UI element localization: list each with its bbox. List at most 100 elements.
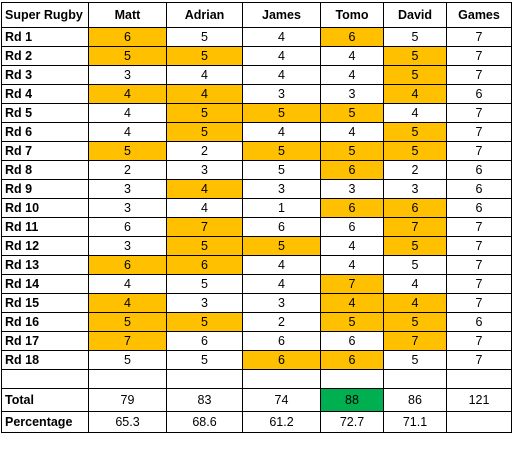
round-label: Rd 1 [1,27,89,47]
score-cell: 3 [88,236,167,256]
games-cell: 6 [446,312,512,332]
score-cell: 5 [166,27,243,47]
percentage-games-cell [446,411,512,433]
score-cell: 4 [320,122,384,142]
score-cell: 4 [166,84,243,104]
score-cell: 5 [320,312,384,332]
round-label: Rd 18 [1,350,89,370]
player-header: Matt [88,2,167,28]
score-cell: 5 [383,46,447,66]
score-cell: 4 [88,84,167,104]
score-cell: 3 [88,179,167,199]
score-cell: 5 [166,312,243,332]
score-cell: 5 [88,141,167,161]
empty-cell [446,369,512,389]
round-row: Rd 14 4 5 4 7 4 7 [1,274,512,294]
score-cell: 6 [242,331,321,351]
round-label: Rd 17 [1,331,89,351]
score-cell: 4 [88,122,167,142]
score-cell: 5 [88,46,167,66]
round-label: Rd 2 [1,46,89,66]
total-cell: 74 [242,388,321,412]
round-label: Rd 8 [1,160,89,180]
player-header: James [242,2,321,28]
score-cell: 6 [88,255,167,275]
score-cell: 3 [88,65,167,85]
total-cell: 79 [88,388,167,412]
round-label: Rd 3 [1,65,89,85]
score-cell: 4 [383,274,447,294]
empty-cell [320,369,384,389]
percentage-cell: 72.7 [320,411,384,433]
games-cell: 6 [446,179,512,199]
score-cell: 5 [166,350,243,370]
round-row: Rd 16 5 5 2 5 5 6 [1,312,512,332]
round-row: Rd 18 5 5 6 6 5 7 [1,350,512,370]
score-cell: 4 [166,65,243,85]
round-label: Rd 9 [1,179,89,199]
games-cell: 7 [446,331,512,351]
empty-cell [242,369,321,389]
score-cell: 3 [88,198,167,218]
score-cell: 5 [166,122,243,142]
games-cell: 7 [446,27,512,47]
score-cell: 5 [166,236,243,256]
score-cell: 4 [242,274,321,294]
total-cell: 86 [383,388,447,412]
empty-cell [166,369,243,389]
round-row: Rd 12 3 5 5 4 5 7 [1,236,512,256]
score-cell: 5 [166,274,243,294]
score-cell: 7 [166,217,243,237]
score-cell: 5 [383,312,447,332]
round-label: Rd 11 [1,217,89,237]
games-cell: 7 [446,65,512,85]
spacer-row [1,369,512,389]
score-cell: 7 [320,274,384,294]
score-cell: 4 [383,103,447,123]
score-cell: 4 [166,198,243,218]
corner-label: Super Rugby [1,2,89,28]
score-cell: 4 [88,293,167,313]
score-cell: 4 [383,293,447,313]
score-cell: 5 [88,350,167,370]
round-label: Rd 13 [1,255,89,275]
score-cell: 2 [166,141,243,161]
round-label: Rd 14 [1,274,89,294]
score-cell: 5 [383,141,447,161]
score-cell: 5 [242,141,321,161]
score-cell: 6 [320,198,384,218]
total-cell: 83 [166,388,243,412]
score-cell: 4 [320,236,384,256]
score-cell: 4 [88,274,167,294]
score-cell: 4 [242,27,321,47]
games-cell: 7 [446,350,512,370]
score-cell: 4 [383,84,447,104]
games-cell: 6 [446,84,512,104]
total-label: Total [1,388,89,412]
score-cell: 5 [383,65,447,85]
round-label: Rd 12 [1,236,89,256]
score-cell: 5 [383,350,447,370]
score-cell: 5 [242,103,321,123]
games-cell: 7 [446,274,512,294]
score-cell: 7 [383,331,447,351]
total-row: Total 79 83 74 88 86 121 [1,388,512,412]
score-cell: 4 [242,46,321,66]
round-label: Rd 7 [1,141,89,161]
round-label: Rd 6 [1,122,89,142]
games-header: Games [446,2,512,28]
score-cell: 6 [320,331,384,351]
score-cell: 3 [320,84,384,104]
score-cell: 5 [166,46,243,66]
score-cell: 5 [88,312,167,332]
total-games-cell: 121 [446,388,512,412]
score-cell: 4 [242,122,321,142]
score-cell: 5 [242,160,321,180]
round-row: Rd 13 6 6 4 4 5 7 [1,255,512,275]
